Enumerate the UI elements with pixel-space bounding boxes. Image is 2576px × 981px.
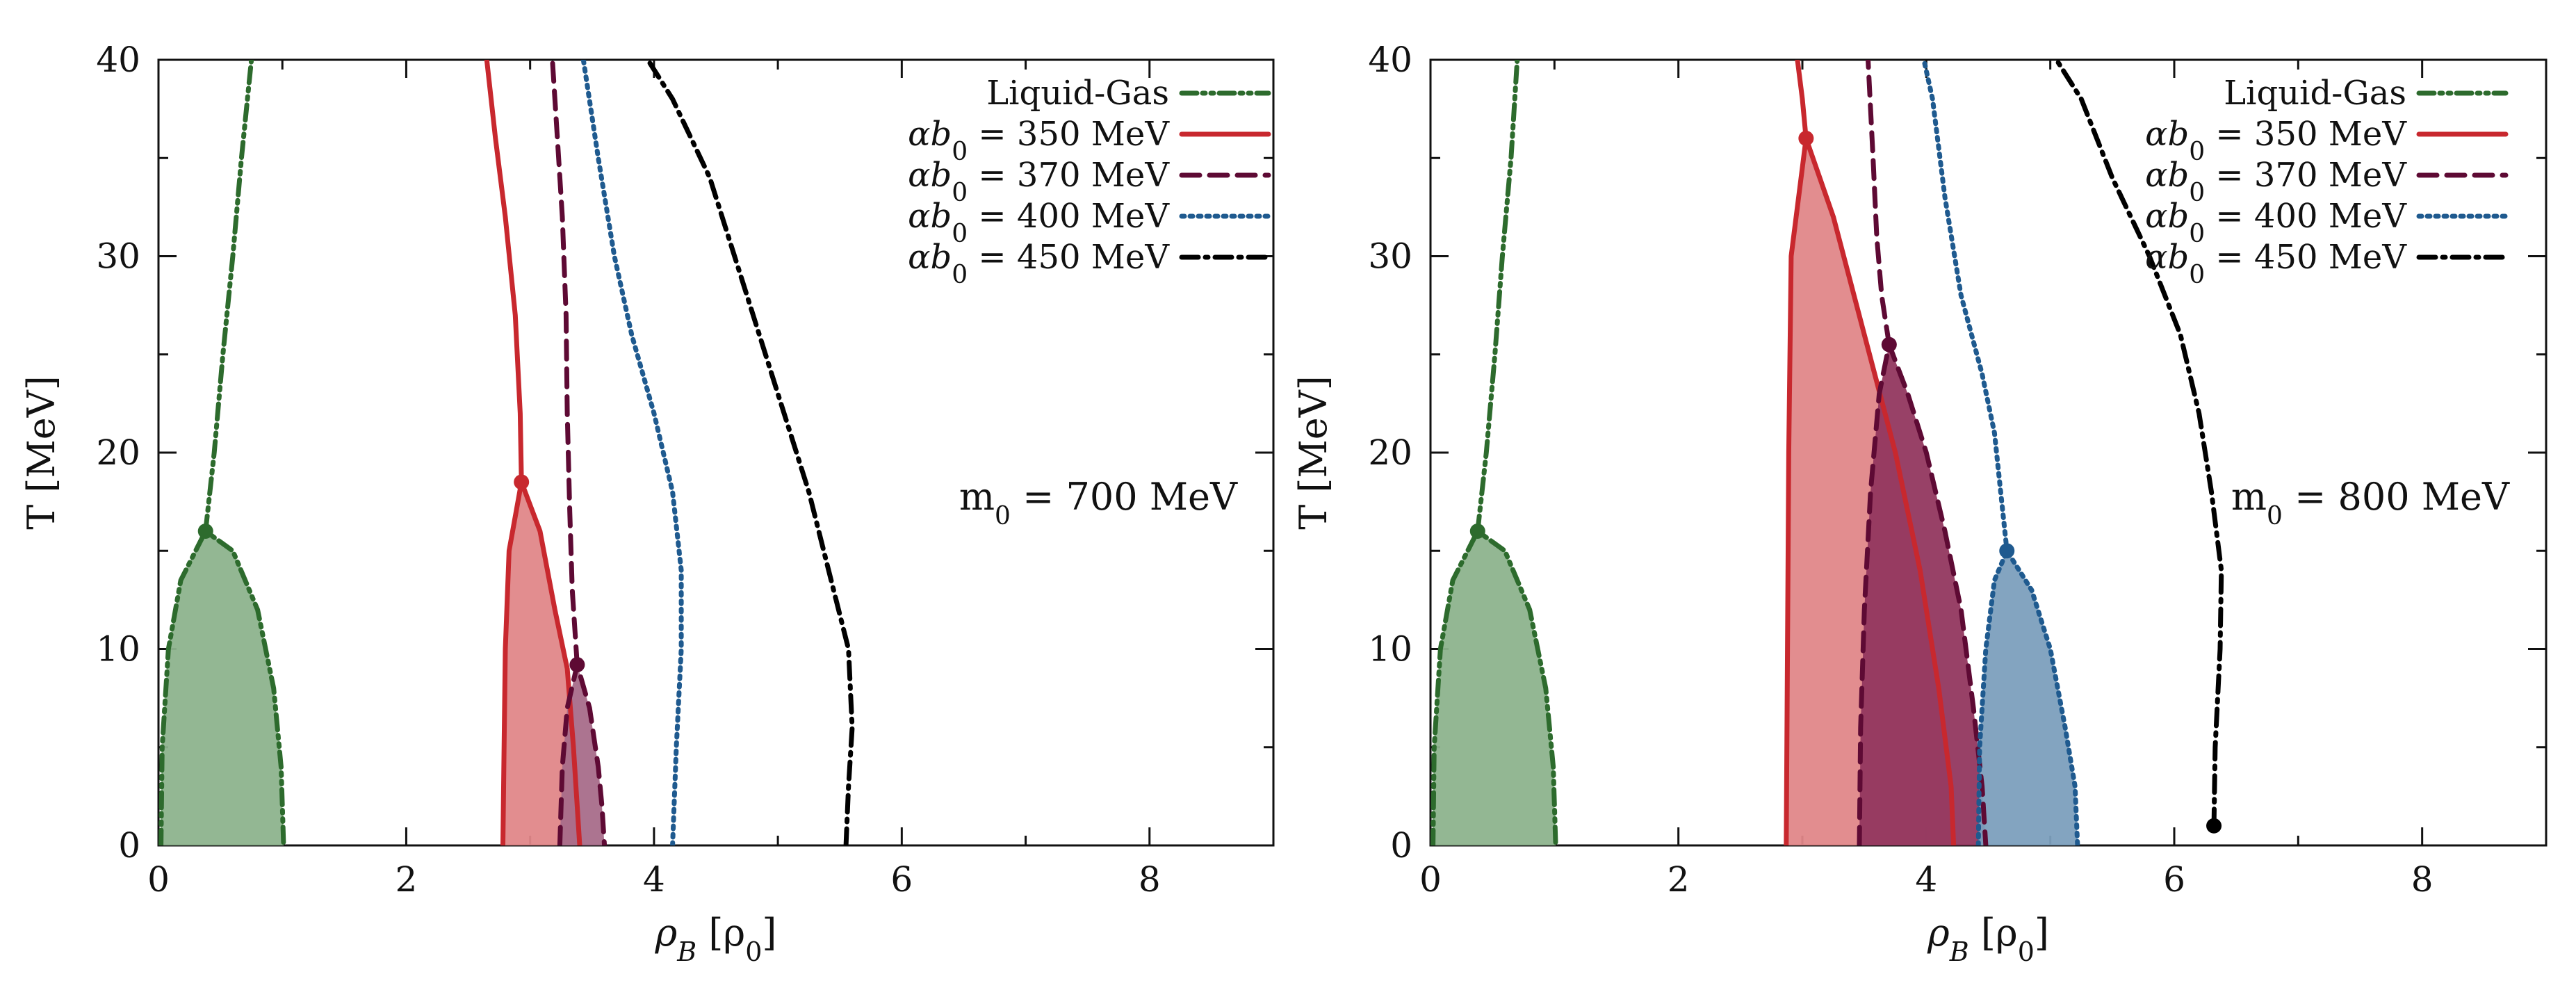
legend-label-b0-350-mev: αb0 = 350 MeV	[908, 115, 1170, 166]
y-tick-label: 30	[96, 236, 140, 277]
critical-point-b0-370-mev	[569, 657, 585, 673]
y-tick-label: 20	[1368, 432, 1412, 473]
y-tick-label: 40	[96, 40, 140, 80]
region-b0-350-mev	[503, 482, 580, 845]
y-tick-label: 10	[96, 629, 140, 670]
y-tick-label: 30	[1368, 236, 1412, 277]
critical-point-b0-400-mev	[1999, 543, 2015, 559]
boundary-b0-370-mev	[1857, 342, 1989, 845]
critical-point-b0-450-mev	[2206, 818, 2222, 834]
legend-label-b0-450-mev: αb0 = 450 MeV	[908, 238, 1170, 289]
line-liquid-gas	[203, 60, 254, 534]
line-b0-370-mev	[1866, 60, 1892, 348]
x-axis-label: ρB [ρ0]	[1927, 911, 2049, 967]
y-tick-label: 0	[118, 825, 140, 866]
y-tick-label: 10	[1368, 629, 1412, 670]
legend-label-b0-370-mev: αb0 = 370 MeV	[2145, 156, 2407, 207]
critical-point-b0-350-mev	[1798, 131, 1814, 146]
legend-label-b0-400-mev: αb0 = 400 MeV	[2145, 197, 2407, 248]
x-tick-label: 8	[1139, 859, 1161, 900]
line-b0-370-mev	[550, 60, 580, 667]
x-tick-label: 8	[2411, 859, 2434, 900]
x-tick-label: 0	[147, 859, 170, 900]
legend-label-b0-400-mev: αb0 = 400 MeV	[908, 197, 1170, 248]
line-b0-450-mev	[2054, 60, 2224, 829]
y-tick-label: 0	[1390, 825, 1412, 866]
boundary-liquid-gas	[158, 528, 286, 845]
y-tick-label: 20	[96, 432, 140, 473]
legend-label-liquid-gas: Liquid-Gas	[2224, 74, 2406, 113]
line-b0-450-mev	[645, 60, 855, 845]
mass-annotation: m0 = 800 MeV	[2231, 475, 2510, 530]
line-liquid-gas	[1475, 60, 1520, 534]
x-tick-label: 4	[643, 859, 665, 900]
legend-label-b0-350-mev: αb0 = 350 MeV	[2145, 115, 2407, 166]
y-tick-label: 40	[1368, 40, 1412, 80]
x-tick-label: 2	[396, 859, 418, 900]
region-b0-400-mev	[1978, 551, 2078, 845]
line-b0-350-mev	[484, 60, 524, 485]
boundary-liquid-gas	[1430, 528, 1558, 845]
plot-area	[1430, 60, 2224, 845]
boundary-b0-400-mev	[1975, 548, 2080, 845]
line-b0-400-mev	[1921, 60, 2010, 553]
critical-point-b0-370-mev	[1881, 337, 1897, 352]
boundary-b0-350-mev	[1784, 136, 1957, 845]
y-axis-label: T [MeV]	[1291, 375, 1335, 530]
x-tick-label: 4	[1915, 859, 1937, 900]
region-liquid-gas	[161, 531, 284, 845]
x-tick-label: 6	[890, 859, 913, 900]
x-tick-label: 2	[1668, 859, 1690, 900]
legend-label-b0-450-mev: αb0 = 450 MeV	[2145, 238, 2407, 289]
legend-label-b0-370-mev: αb0 = 370 MeV	[908, 156, 1170, 207]
critical-point-liquid-gas	[197, 524, 213, 539]
x-tick-label: 6	[2163, 859, 2185, 900]
y-axis-label: T [MeV]	[19, 375, 63, 530]
critical-point-liquid-gas	[1469, 524, 1485, 539]
critical-point-b0-350-mev	[514, 474, 530, 490]
x-axis-label: ρB [ρ0]	[655, 911, 777, 967]
region-liquid-gas	[1433, 531, 1556, 845]
boundary-b0-350-mev	[500, 479, 582, 845]
mass-annotation: m0 = 700 MeV	[959, 475, 1238, 530]
plot-area	[158, 60, 855, 845]
x-tick-label: 0	[1419, 859, 1442, 900]
boundary-b0-370-mev	[557, 662, 608, 845]
legend-label-liquid-gas: Liquid-Gas	[986, 74, 1169, 113]
line-b0-400-mev	[580, 60, 684, 845]
line-b0-350-mev	[1795, 60, 1809, 141]
